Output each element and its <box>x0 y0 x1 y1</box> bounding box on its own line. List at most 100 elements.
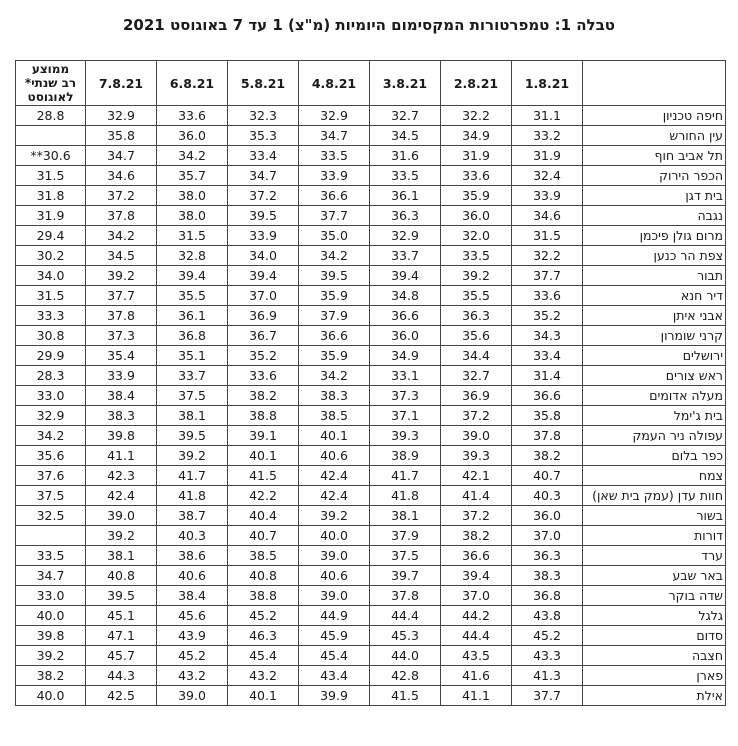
temp-cell: 44.0 <box>369 645 441 666</box>
temp-cell: 36.7 <box>227 325 299 346</box>
temp-cell: 38.3 <box>511 565 583 586</box>
temp-cell: 45.6 <box>156 605 228 626</box>
temp-cell: 40.1 <box>227 685 299 706</box>
temp-cell: 37.2 <box>440 505 512 526</box>
temp-cell: 36.3 <box>440 305 512 326</box>
temp-cell: 34.5 <box>85 245 157 266</box>
temp-cell: 32.7 <box>440 365 512 386</box>
station-name-cell: נגבה <box>582 205 726 226</box>
temp-cell: 41.7 <box>369 465 441 486</box>
temp-cell: 34.5 <box>369 125 441 146</box>
station-name-cell: חיפה טכניון <box>582 105 726 126</box>
temp-cell: 45.7 <box>85 645 157 666</box>
temp-cell: 39.0 <box>298 545 370 566</box>
temp-cell: 45.9 <box>298 625 370 646</box>
temp-cell: 40.3 <box>156 525 228 546</box>
average-cell: 29.4 <box>15 225 86 246</box>
temp-cell: 40.6 <box>298 565 370 586</box>
temp-cell: 45.4 <box>227 645 299 666</box>
temp-cell: 37.8 <box>511 425 583 446</box>
temp-cell: 43.9 <box>156 625 228 646</box>
table-row: בשור 36.0 37.2 38.1 39.2 40.4 38.7 39.0 32.5 <box>15 505 726 526</box>
temp-cell: 40.3 <box>511 485 583 506</box>
station-name-cell: באר שבע <box>582 565 726 586</box>
table-row: צפת הר כנען 32.2 33.5 33.7 34.2 34.0 32.8 34.5 3… <box>15 245 726 266</box>
temp-cell: 38.2 <box>440 525 512 546</box>
temp-cell: 39.2 <box>85 265 157 286</box>
station-name-cell: קרני שומרון <box>582 325 726 346</box>
station-name-cell: תבור <box>582 265 726 286</box>
temp-cell: 35.3 <box>227 125 299 146</box>
temp-cell: 42.3 <box>85 465 157 486</box>
temp-cell: 37.9 <box>298 305 370 326</box>
temp-cell: 31.1 <box>511 105 583 126</box>
temp-cell: 34.6 <box>511 205 583 226</box>
temp-cell: 32.9 <box>298 105 370 126</box>
temp-cell: 31.9 <box>440 145 512 166</box>
temp-cell: 34.0 <box>227 245 299 266</box>
average-cell: 34.2 <box>15 425 86 446</box>
temp-cell: 38.3 <box>298 385 370 406</box>
temp-cell: 42.4 <box>298 485 370 506</box>
table-row: תבור 37.7 39.2 39.4 39.5 39.4 39.4 39.2 34.0 <box>15 265 726 286</box>
temp-cell: 44.3 <box>85 665 157 686</box>
temp-cell: 38.0 <box>156 185 228 206</box>
temp-cell: 38.1 <box>85 545 157 566</box>
temp-cell: 36.9 <box>440 385 512 406</box>
station-name-cell: צפת הר כנען <box>582 245 726 266</box>
temp-cell: 39.5 <box>156 425 228 446</box>
table-row: ראש צורים 31.4 32.7 33.1 34.2 33.6 33.7 33.9 28.… <box>15 365 726 386</box>
temp-cell: 40.7 <box>511 465 583 486</box>
temp-cell: 38.1 <box>156 405 228 426</box>
temp-cell: 31.9 <box>511 145 583 166</box>
temp-cell: 43.4 <box>298 665 370 686</box>
table-row: באר שבע 38.3 39.4 39.7 40.6 40.8 40.6 40.8 34.7 <box>15 565 726 586</box>
temp-cell: 39.5 <box>298 265 370 286</box>
temp-cell: 36.6 <box>440 545 512 566</box>
temp-cell: 33.6 <box>511 285 583 306</box>
temp-cell: 31.6 <box>369 145 441 166</box>
temp-cell: 35.2 <box>511 305 583 326</box>
temp-cell: 37.7 <box>85 285 157 306</box>
temp-cell: 36.1 <box>369 185 441 206</box>
col-header-date-6.8.21: 6.8.21 <box>156 60 228 106</box>
temp-cell: 44.2 <box>440 605 512 626</box>
table-row: עין החורש 33.2 34.9 34.5 34.7 35.3 36.0 35.8 <box>15 125 726 146</box>
temp-cell: 36.0 <box>369 325 441 346</box>
table-title: טבלה 1: טמפרטורות המקסימום היומיות (מ"צ)… <box>123 16 615 34</box>
temp-cell: 34.9 <box>440 125 512 146</box>
temp-cell: 39.4 <box>369 265 441 286</box>
temp-cell: 39.0 <box>298 585 370 606</box>
average-cell: 31.5 <box>15 165 86 186</box>
temp-cell: 35.8 <box>85 125 157 146</box>
temp-cell: 33.9 <box>227 225 299 246</box>
temp-cell: 39.2 <box>156 445 228 466</box>
temp-cell: 39.4 <box>440 565 512 586</box>
temp-cell: 35.9 <box>298 345 370 366</box>
temp-cell: 36.6 <box>298 185 370 206</box>
temp-cell: 39.3 <box>440 445 512 466</box>
temp-cell: 38.1 <box>369 505 441 526</box>
table-row: בית דגן 33.9 35.9 36.1 36.6 37.2 38.0 37.2 31.8 <box>15 185 726 206</box>
temp-cell: 37.5 <box>156 385 228 406</box>
station-name-cell: בשור <box>582 505 726 526</box>
temp-cell: 39.4 <box>227 265 299 286</box>
average-cell: 39.2 <box>15 645 86 666</box>
average-cell: 40.0 <box>15 605 86 626</box>
average-cell: 33.5 <box>15 545 86 566</box>
table-row: בית ג'ימל 35.8 37.2 37.1 38.5 38.8 38.1 38.3 32.… <box>15 405 726 426</box>
temp-cell: 36.9 <box>227 305 299 326</box>
average-cell: 40.0 <box>15 685 86 706</box>
temp-cell: 37.7 <box>511 265 583 286</box>
col-header-date-5.8.21: 5.8.21 <box>227 60 299 106</box>
average-cell: 38.2 <box>15 665 86 686</box>
temp-cell: 38.5 <box>227 545 299 566</box>
station-name-cell: ראש צורים <box>582 365 726 386</box>
temp-cell: 37.8 <box>369 585 441 606</box>
temp-cell: 41.1 <box>440 685 512 706</box>
temp-cell: 34.7 <box>85 145 157 166</box>
temp-cell: 36.0 <box>440 205 512 226</box>
temp-cell: 34.7 <box>227 165 299 186</box>
col-header-date-2.8.21: 2.8.21 <box>440 60 512 106</box>
temp-cell: 40.7 <box>227 525 299 546</box>
